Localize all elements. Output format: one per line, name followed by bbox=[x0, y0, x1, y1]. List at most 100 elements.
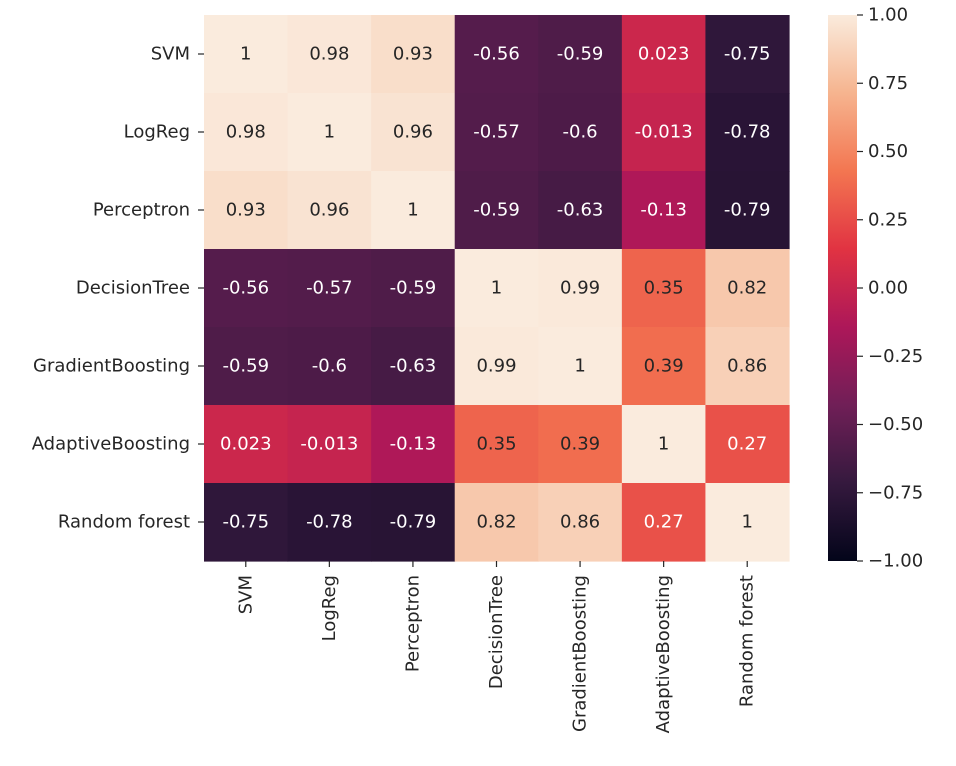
heatmap-cell-label: -0.6 bbox=[312, 356, 347, 377]
heatmap-cell bbox=[538, 327, 623, 406]
heatmap-cell bbox=[705, 93, 790, 172]
heatmap-cell-label: -0.59 bbox=[222, 356, 269, 377]
heatmap-cell bbox=[621, 249, 707, 328]
heatmap-cell bbox=[204, 249, 289, 328]
row-tick-label: GradientBoosting bbox=[33, 356, 190, 377]
heatmap-cell-label: -0.013 bbox=[300, 434, 358, 455]
heatmap-cell-label: 0.27 bbox=[727, 434, 767, 455]
heatmap-cell-label: 0.96 bbox=[393, 122, 433, 143]
heatmap-cell-label: -0.63 bbox=[390, 356, 437, 377]
heatmap-cell bbox=[371, 15, 456, 94]
heatmap-cell bbox=[371, 405, 456, 484]
heatmap-cell bbox=[287, 171, 372, 250]
heatmap-cell-label: 1 bbox=[324, 122, 335, 143]
row-tick-label: DecisionTree bbox=[76, 278, 190, 299]
colorbar-tick-label: −0.75 bbox=[868, 482, 923, 503]
heatmap-cell-label: -0.78 bbox=[306, 512, 353, 533]
heatmap-cell-label: 1 bbox=[491, 278, 502, 299]
heatmap-cell-label: -0.56 bbox=[473, 44, 520, 65]
colorbar-tick-label: −1.00 bbox=[868, 551, 923, 572]
row-tick-label: AdaptiveBoosting bbox=[32, 434, 190, 455]
heatmap-cell bbox=[204, 171, 289, 250]
heatmap-cell-label: 0.96 bbox=[309, 200, 349, 221]
colorbar-tick-label: 1.00 bbox=[868, 5, 908, 26]
heatmap-cell-label: -0.75 bbox=[222, 512, 269, 533]
column-tick-label: SVM bbox=[235, 575, 256, 614]
heatmap-cell bbox=[371, 249, 456, 328]
heatmap-cell-label: 0.39 bbox=[644, 356, 684, 377]
heatmap-cell bbox=[621, 483, 707, 562]
heatmap-cell-label: 0.86 bbox=[560, 512, 600, 533]
colorbar-tick-label: 0.00 bbox=[868, 278, 908, 299]
heatmap-cell bbox=[538, 15, 623, 94]
column-tick-label: Perceptron bbox=[402, 575, 423, 672]
heatmap-cell-label: 0.93 bbox=[226, 200, 266, 221]
heatmap-cell-label: 1 bbox=[240, 44, 251, 65]
heatmap-cell bbox=[204, 483, 289, 562]
heatmap-cell-label: -0.63 bbox=[557, 200, 604, 221]
heatmap-cell bbox=[705, 15, 790, 94]
colorbar-tick-label: 0.25 bbox=[868, 209, 908, 230]
heatmap-cell-label: -0.13 bbox=[390, 434, 437, 455]
heatmap-cell bbox=[621, 15, 707, 94]
heatmap-cell-label: 0.99 bbox=[476, 356, 516, 377]
heatmap-cell bbox=[454, 249, 539, 328]
heatmap-cell bbox=[204, 327, 289, 406]
heatmap-cell-label: 1 bbox=[407, 200, 418, 221]
column-tick-label: GradientBoosting bbox=[570, 575, 591, 732]
heatmap-cell bbox=[371, 171, 456, 250]
heatmap-cell-label: -0.79 bbox=[724, 200, 771, 221]
heatmap-cell-label: 0.98 bbox=[309, 44, 349, 65]
column-tick-label: DecisionTree bbox=[486, 575, 507, 689]
heatmap-cells bbox=[204, 15, 790, 562]
heatmap-cell-label: 0.99 bbox=[560, 278, 600, 299]
heatmap-cell-labels: 1 0.98 0.93 -0.56 -0.59 0.023 -0.75 0.98 1 0.96 -0… bbox=[220, 44, 770, 533]
heatmap-cell-label: -0.59 bbox=[390, 278, 437, 299]
heatmap-cell bbox=[621, 93, 707, 172]
heatmap-cell bbox=[538, 249, 623, 328]
heatmap-cell bbox=[454, 171, 539, 250]
row-tick-label: Perceptron bbox=[93, 200, 190, 221]
heatmap-cell-label: -0.59 bbox=[473, 200, 520, 221]
heatmap-cell bbox=[454, 327, 539, 406]
heatmap-cell-label: 0.023 bbox=[220, 434, 272, 455]
heatmap-cell-label: -0.013 bbox=[635, 122, 693, 143]
heatmap-cell-label: 0.93 bbox=[393, 44, 433, 65]
heatmap-cell-label: 0.39 bbox=[560, 434, 600, 455]
heatmap-cell bbox=[287, 15, 372, 94]
heatmap-cell-label: 0.98 bbox=[226, 122, 266, 143]
heatmap-cell bbox=[287, 405, 372, 484]
colorbar-tick-label: −0.50 bbox=[868, 414, 923, 435]
colorbar-gradient bbox=[828, 15, 857, 561]
heatmap-cell bbox=[538, 93, 623, 172]
heatmap-cell bbox=[538, 405, 623, 484]
row-tick-label: LogReg bbox=[124, 122, 190, 143]
heatmap-cell bbox=[705, 327, 790, 406]
heatmap-cell-label: 0.27 bbox=[644, 512, 684, 533]
heatmap-cell bbox=[538, 171, 623, 250]
heatmap-cell bbox=[371, 93, 456, 172]
colorbar-tick-label: 0.50 bbox=[868, 141, 908, 162]
colorbar: 1.00 0.75 0.50 0.25 0.00 −0.25 −0.50 −0.75 −1.00 bbox=[828, 5, 923, 572]
heatmap-cell bbox=[621, 405, 707, 484]
heatmap-cell bbox=[204, 405, 289, 484]
heatmap-cell-label: 1 bbox=[574, 356, 585, 377]
heatmap-cell-label: 0.35 bbox=[476, 434, 516, 455]
row-tick-label: Random forest bbox=[58, 512, 190, 533]
heatmap-cell bbox=[705, 249, 790, 328]
heatmap-cell-label: -0.57 bbox=[306, 278, 353, 299]
heatmap-cell-label: 0.82 bbox=[476, 512, 516, 533]
row-tick-labels: SVM LogReg Perceptron DecisionTree GradientB… bbox=[32, 44, 204, 533]
heatmap-cell bbox=[454, 15, 539, 94]
heatmap-cell-label: 0.86 bbox=[727, 356, 767, 377]
heatmap-cell bbox=[371, 483, 456, 562]
heatmap-cell-label: -0.59 bbox=[557, 44, 604, 65]
heatmap-cell bbox=[287, 249, 372, 328]
column-tick-label: LogReg bbox=[319, 575, 340, 641]
heatmap-cell-label: -0.78 bbox=[724, 122, 771, 143]
colorbar-tick-label: −0.25 bbox=[868, 346, 923, 367]
heatmap-cell bbox=[204, 15, 289, 94]
heatmap-cell-label: -0.57 bbox=[473, 122, 520, 143]
